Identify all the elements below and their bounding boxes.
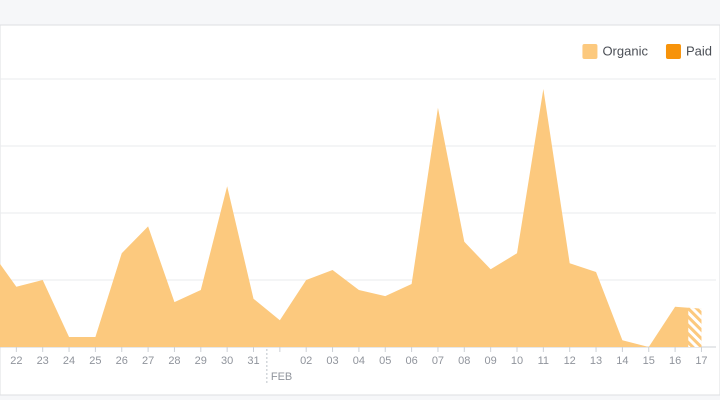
x-tick-label: 11 — [538, 355, 549, 367]
x-tick-label: 27 — [142, 355, 154, 367]
x-tick-label: 29 — [195, 355, 207, 367]
x-tick-label: 30 — [221, 355, 233, 367]
x-tick-label: 12 — [564, 355, 576, 367]
x-tick-label: 08 — [458, 355, 470, 367]
x-tick-label: 02 — [300, 355, 312, 367]
legend: Paid Organic — [582, 43, 712, 59]
x-tick-label: 13 — [590, 355, 602, 367]
x-tick-label: 22 — [10, 355, 22, 367]
x-tick-label: 31 — [247, 355, 259, 367]
x-tick-label: 06 — [405, 355, 417, 367]
x-tick-label: 07 — [432, 355, 444, 367]
x-tick-label: 04 — [353, 355, 365, 367]
header-band — [0, 0, 720, 25]
area-0 — [0, 89, 702, 347]
x-tick-label: 03 — [326, 355, 338, 367]
legend-swatch — [582, 44, 598, 59]
x-tick-label: 15 — [643, 355, 655, 367]
x-tick-label: 05 — [379, 355, 391, 367]
x-tick-label: 25 — [89, 355, 101, 367]
partial-hatch — [688, 307, 702, 347]
legend-label: Organic — [602, 43, 648, 58]
x-tick-label: 17 — [695, 355, 707, 367]
x-tick-label: 16 — [669, 355, 681, 367]
x-tick-label: 09 — [485, 355, 497, 367]
plot-area: 22 23 24 25 26 27 28 29 30 31 FEB 02 03 04 05 06 07 08 09 1… — [0, 78, 716, 383]
x-tick-label: 14 — [616, 355, 628, 367]
x-tick-label: 10 — [511, 355, 523, 367]
month-label: FEB — [271, 371, 292, 383]
legend-label: Paid — [686, 43, 712, 58]
x-tick-label: 28 — [168, 355, 180, 367]
x-tick-label: 24 — [63, 355, 75, 367]
legend-swatch — [665, 44, 681, 59]
x-tick-label: 23 — [37, 355, 49, 367]
x-tick-label: 26 — [116, 355, 128, 367]
